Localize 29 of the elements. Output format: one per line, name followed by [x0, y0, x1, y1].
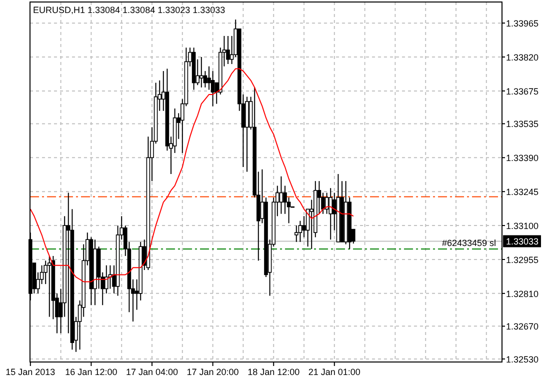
candlestick — [328, 188, 332, 240]
chart-title: EURUSD,H1 1.33084 1.33084 1.33023 1.33033 — [33, 5, 226, 15]
x-tick-label: 17 Jan 04:00 — [126, 367, 178, 377]
x-tick-label: 18 Jan 12:00 — [248, 367, 300, 377]
y-tick-label: 1.32530 — [506, 354, 539, 364]
ref-line-label: #62433459 sl — [442, 238, 496, 248]
ref-line-label: 1.33033 — [506, 236, 539, 247]
y-tick-label: 1.33245 — [506, 187, 539, 198]
y-tick-label: 1.33535 — [506, 119, 539, 130]
candlestick — [104, 264, 108, 294]
candlestick — [48, 255, 52, 318]
y-tick-label: 1.33100 — [506, 221, 539, 232]
y-tick-label: 1.33390 — [506, 153, 539, 164]
x-tick-label: 17 Jan 20:00 — [186, 367, 239, 377]
y-tick-label: 1.33965 — [506, 18, 539, 29]
y-tick-label: 1.33675 — [506, 86, 539, 96]
candlestick — [279, 176, 284, 214]
x-tick-label: 16 Jan 12:00 — [65, 367, 118, 377]
x-tick-label: 15 Jan 2013 — [6, 367, 56, 377]
candlestick — [210, 70, 215, 107]
y-tick-label: 1.32955 — [506, 254, 539, 265]
y-tick-label: 1.32810 — [506, 288, 539, 299]
x-tick-label: 21 Jan 01:00 — [308, 367, 360, 377]
y-tick-label: 1.32670 — [506, 322, 539, 332]
candlestick — [294, 225, 298, 242]
y-tick-label: 1.33820 — [506, 52, 539, 63]
candlestick — [226, 35, 230, 65]
candlestick — [200, 56, 204, 88]
candlestick — [298, 220, 302, 242]
